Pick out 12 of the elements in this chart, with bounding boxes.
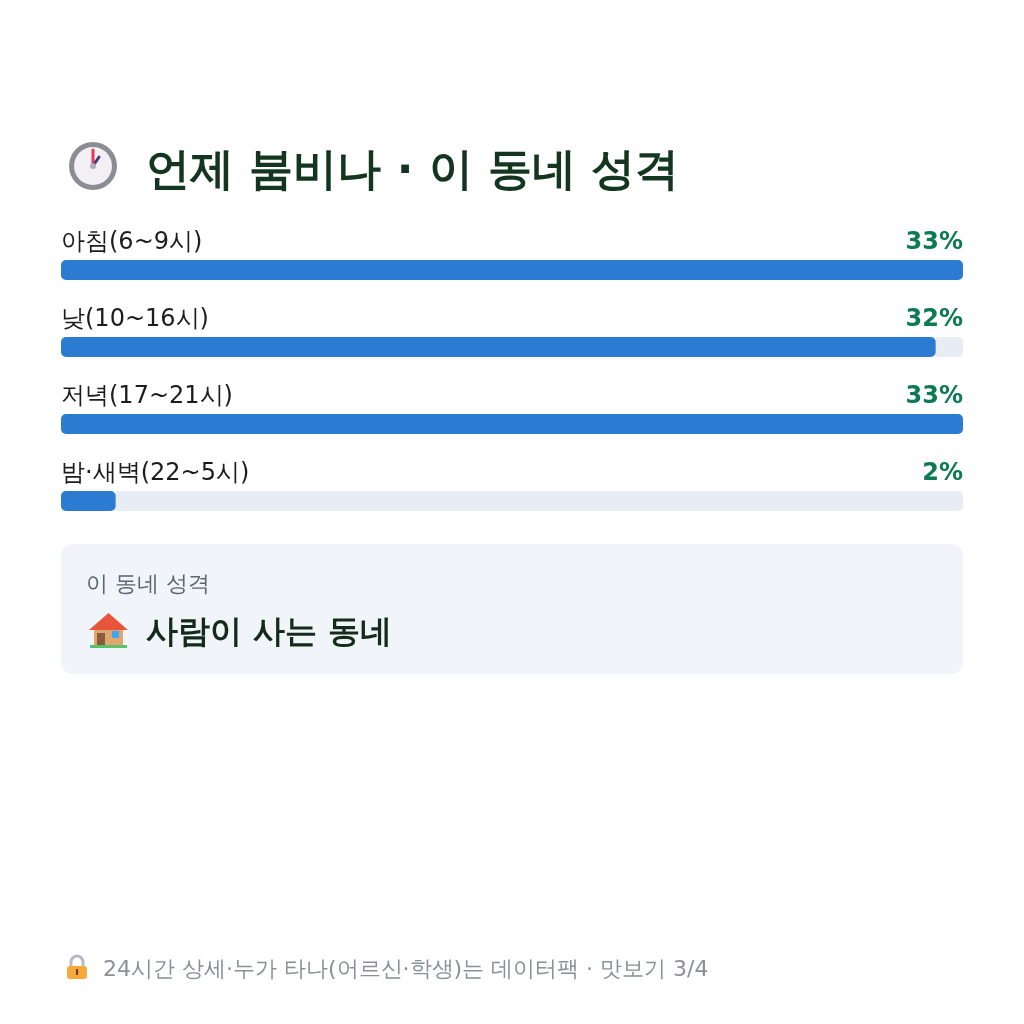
- y-tick-label: 밤·새벽(22~5시): [61, 458, 250, 486]
- y-tick-label: 저녁(17~21시): [61, 381, 233, 409]
- y-tick-label: 아침(6~9시): [61, 227, 203, 255]
- data-label: 2%: [922, 458, 963, 486]
- data-label: 32%: [905, 304, 963, 332]
- title: 언제 붐비나 · 이 동네 성격: [146, 143, 680, 194]
- y-tick-label: 낮(10~16시): [61, 304, 209, 332]
- text: 사람이 사는 동네: [146, 612, 393, 650]
- data-label: 33%: [905, 227, 963, 255]
- text: 이 동네 성격: [86, 571, 210, 596]
- text: 24시간 상세·누가 타나(어르신·학생)는 데이터팩 · 맛보기 3/4: [103, 956, 709, 981]
- data-label: 33%: [905, 381, 963, 409]
